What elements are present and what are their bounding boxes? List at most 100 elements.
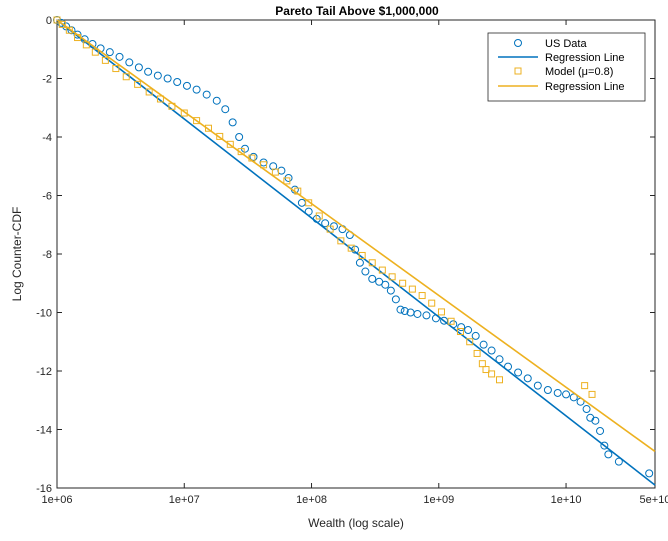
data-point <box>482 366 490 374</box>
data-point <box>53 16 61 24</box>
legend: US Data Regression Line Model (μ=0.8) Regre… <box>487 32 646 102</box>
data-point <box>156 95 164 103</box>
data-point <box>228 118 237 127</box>
y-tick-label: -8 <box>42 249 52 261</box>
data-point <box>495 355 504 364</box>
data-point <box>543 386 552 395</box>
data-point <box>355 258 364 267</box>
legend-circle-swatch <box>514 39 522 47</box>
data-point <box>173 78 182 87</box>
data-point <box>478 360 486 368</box>
x-tick-label: 1e+09 <box>423 494 454 506</box>
data-point <box>221 105 230 114</box>
data-point <box>553 388 562 397</box>
data-point <box>368 274 377 283</box>
data-point <box>269 162 278 171</box>
series-layer <box>53 16 656 486</box>
data-point <box>413 309 422 318</box>
x-axis-label: Wealth (log scale) <box>308 516 404 530</box>
y-tick-label: 0 <box>46 15 52 27</box>
data-point <box>145 88 153 96</box>
data-point <box>569 393 578 402</box>
data-point <box>614 457 623 466</box>
y-tick-label: -2 <box>42 74 52 86</box>
data-point <box>464 326 473 335</box>
x-tick-label: 1e+07 <box>169 494 200 506</box>
data-point <box>204 124 212 132</box>
y-axis: 0 -2 -4 -6 -8 -10 -12 -14 -16 <box>36 15 655 495</box>
data-point <box>321 219 330 228</box>
data-point <box>391 295 400 304</box>
data-point <box>514 368 523 377</box>
data-point <box>271 168 279 176</box>
data-point <box>125 58 134 67</box>
data-point <box>134 63 143 72</box>
data-point <box>388 273 396 281</box>
legend-square-swatch <box>514 67 522 75</box>
data-point <box>144 67 153 76</box>
y-tick-label: -16 <box>36 483 52 495</box>
series-3 <box>56 19 656 453</box>
data-point <box>487 346 496 355</box>
data-point <box>378 266 386 274</box>
x-tick-label: 5e+10 <box>640 494 668 506</box>
data-point <box>163 74 172 83</box>
data-point <box>447 317 455 325</box>
x-tick-label: 1e+06 <box>42 494 73 506</box>
data-point <box>596 426 605 435</box>
chart-title: Pareto Tail Above $1,000,000 <box>275 4 439 18</box>
data-point <box>216 132 224 140</box>
data-point <box>471 331 480 340</box>
legend-label: Regression Line <box>545 81 625 93</box>
data-point <box>347 244 355 252</box>
regression-line <box>56 19 656 453</box>
data-point <box>523 374 532 383</box>
data-point <box>422 311 431 320</box>
data-point <box>122 73 130 81</box>
data-point <box>58 20 66 28</box>
data-point <box>645 469 654 478</box>
y-axis-label: Log Counter-CDF <box>10 207 24 302</box>
data-point <box>588 390 596 398</box>
data-point <box>361 267 370 276</box>
legend-label: Regression Line <box>545 52 625 64</box>
data-point <box>134 80 142 88</box>
legend-label: US Data <box>545 38 587 50</box>
x-tick-label: 1e+08 <box>296 494 327 506</box>
data-point <box>473 349 481 357</box>
data-point <box>260 161 268 169</box>
data-point <box>91 48 99 56</box>
data-point <box>202 90 211 99</box>
data-point <box>192 85 201 94</box>
data-point <box>212 96 221 105</box>
legend-label: Model (μ=0.8) <box>545 66 613 78</box>
data-point <box>457 323 466 332</box>
y-tick-label: -10 <box>36 308 52 320</box>
data-point <box>396 305 405 314</box>
data-point <box>315 212 323 220</box>
data-point <box>115 52 124 61</box>
data-point <box>101 56 109 64</box>
x-axis: 1e+06 1e+07 1e+08 1e+09 1e+10 5e+10 <box>42 20 668 506</box>
data-point <box>600 441 609 450</box>
data-point <box>400 307 409 316</box>
y-tick-label: -12 <box>36 366 52 378</box>
data-point <box>226 140 234 148</box>
data-point <box>337 237 345 245</box>
series-2 <box>53 16 596 398</box>
data-point <box>437 308 445 316</box>
data-point <box>283 177 291 185</box>
data-point <box>488 370 496 378</box>
data-point <box>112 65 120 73</box>
y-tick-label: -6 <box>42 191 52 203</box>
data-point <box>479 340 488 349</box>
y-tick-label: -14 <box>36 425 52 437</box>
data-point <box>582 405 591 414</box>
data-point <box>562 390 571 399</box>
data-point <box>399 279 407 287</box>
data-point <box>249 152 258 161</box>
data-point <box>358 251 366 259</box>
data-point <box>153 71 162 80</box>
y-tick-label: -4 <box>42 132 52 144</box>
